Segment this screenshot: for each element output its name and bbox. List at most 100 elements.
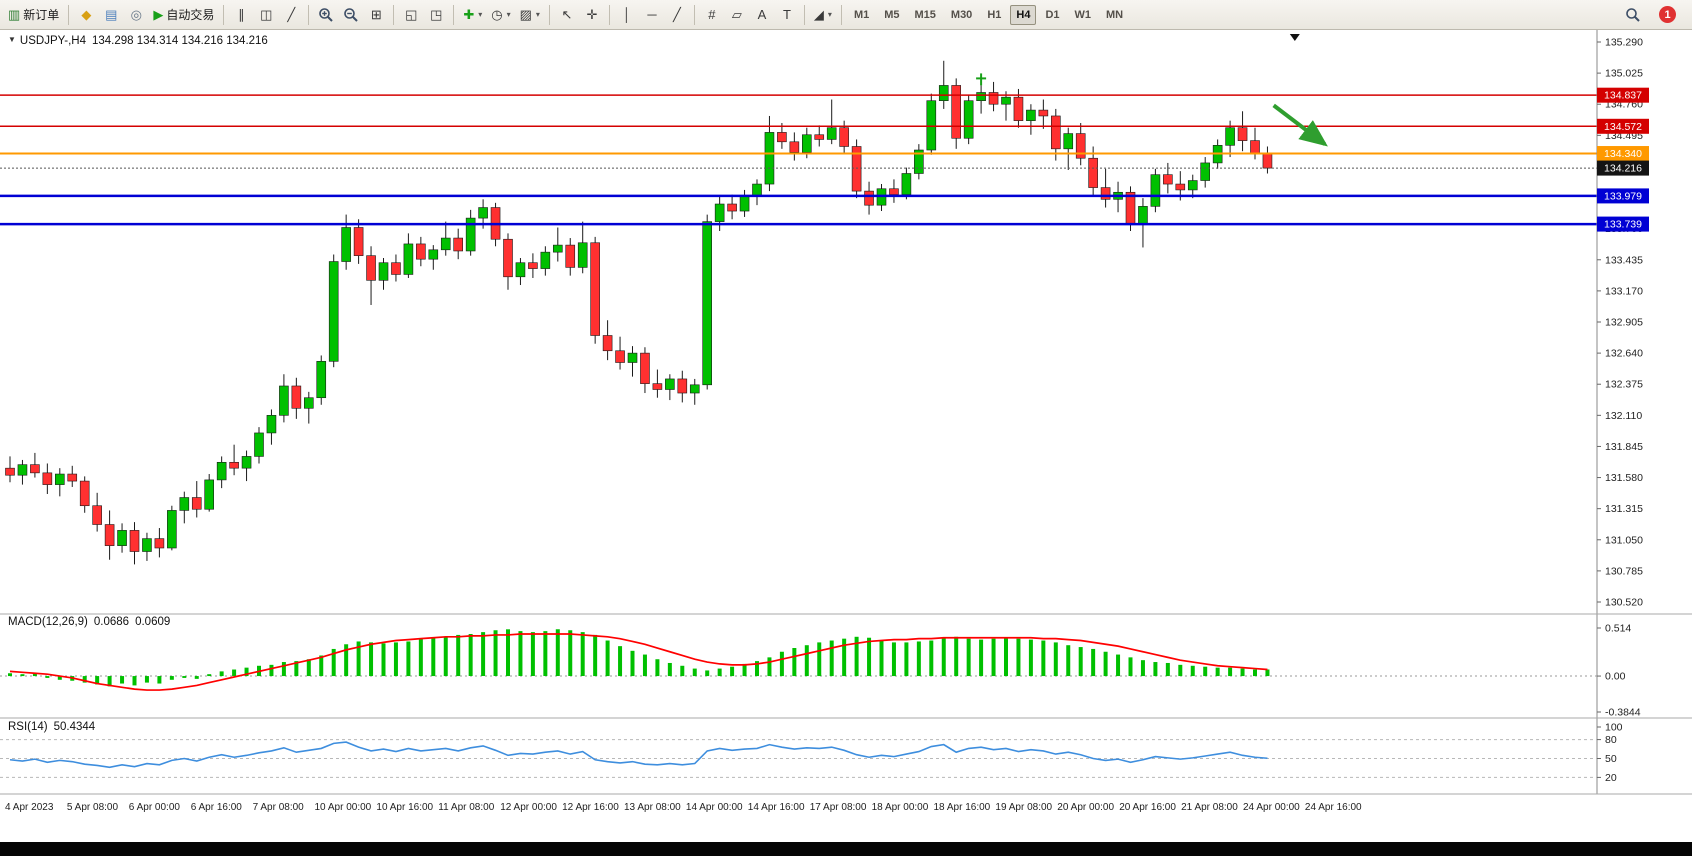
candle bbox=[826, 127, 837, 140]
notification-badge[interactable]: 1 bbox=[1659, 6, 1676, 23]
cursor-icon[interactable]: ↖ bbox=[555, 3, 579, 27]
zoom-out-button[interactable] bbox=[339, 3, 363, 27]
timeframe-w1-button[interactable]: W1 bbox=[1069, 5, 1098, 25]
timeframe-m5-button[interactable]: M5 bbox=[878, 5, 905, 25]
candle bbox=[665, 378, 675, 390]
collapse-chart-icon[interactable]: ▼ bbox=[8, 35, 16, 44]
candle bbox=[1150, 174, 1161, 207]
shapes-button[interactable]: ◢ ▾ bbox=[810, 3, 836, 27]
candle bbox=[851, 146, 862, 192]
candle bbox=[1225, 127, 1235, 146]
rsi-axis-tick: 80 bbox=[1605, 734, 1617, 746]
zoom-in-button[interactable] bbox=[314, 3, 338, 27]
line-chart-icon[interactable]: ╱ bbox=[279, 3, 303, 27]
candle bbox=[167, 510, 177, 549]
horizontal-line-icon[interactable]: ─ bbox=[640, 3, 664, 27]
indicators-button[interactable]: ✚ ▾ bbox=[459, 3, 486, 27]
timeframe-mn-button[interactable]: MN bbox=[1100, 5, 1129, 25]
time-axis-label: 20 Apr 16:00 bbox=[1119, 802, 1176, 813]
time-axis-label: 18 Apr 00:00 bbox=[872, 802, 929, 813]
price-level-badge: 134.572 bbox=[1597, 118, 1649, 134]
candle bbox=[117, 530, 127, 546]
search-icon[interactable] bbox=[1617, 2, 1649, 28]
svg-text:134.216: 134.216 bbox=[1604, 163, 1642, 175]
macd-axis-tick: 0.514 bbox=[1605, 623, 1631, 635]
autotrade-button[interactable]: ▶ 自动交易 bbox=[149, 3, 218, 27]
candle bbox=[241, 456, 252, 469]
candle bbox=[789, 141, 800, 153]
time-axis-label: 19 Apr 08:00 bbox=[995, 802, 1052, 813]
candle bbox=[204, 479, 214, 510]
arrange-windows-icon[interactable]: ◱ bbox=[399, 3, 423, 27]
chart-background bbox=[0, 30, 1692, 842]
channel-icon[interactable]: ▱ bbox=[725, 3, 749, 27]
candle bbox=[1138, 206, 1148, 225]
timeframe-m30-button[interactable]: M30 bbox=[945, 5, 978, 25]
macd-signal-value: 0.0609 bbox=[135, 616, 171, 628]
candle bbox=[1187, 180, 1198, 191]
timeframe-m1-button[interactable]: M1 bbox=[848, 5, 875, 25]
mailbox-icon[interactable]: ▤ bbox=[99, 3, 123, 27]
periods-button[interactable]: ◷ ▾ bbox=[487, 3, 514, 27]
candlestick-chart-icon[interactable]: ◫ bbox=[254, 3, 278, 27]
fibonacci-icon[interactable]: # bbox=[700, 3, 724, 27]
candle bbox=[30, 464, 40, 474]
ohlc-values: 134.298 134.314 134.216 134.216 bbox=[91, 35, 268, 47]
candle bbox=[67, 473, 78, 482]
annotation-arrow[interactable] bbox=[1272, 103, 1328, 147]
candle bbox=[976, 92, 986, 102]
candle bbox=[1163, 174, 1173, 185]
candle bbox=[627, 352, 638, 363]
time-axis-label: 11 Apr 08:00 bbox=[438, 802, 494, 813]
time-axis-label: 20 Apr 00:00 bbox=[1057, 802, 1114, 813]
candle bbox=[54, 473, 65, 485]
time-axis-label: 10 Apr 00:00 bbox=[315, 802, 372, 813]
help-icon[interactable]: ◎ bbox=[124, 3, 148, 27]
time-axis-label: 6 Apr 16:00 bbox=[191, 802, 243, 813]
vertical-line-icon[interactable]: │ bbox=[615, 3, 639, 27]
time-axis-label: 5 Apr 08:00 bbox=[67, 802, 119, 813]
toolbar: ▥ 新订单 ◆ ▤ ◎ ▶ 自动交易 ∥ ◫ ╱ ⊞ ◱ ◳ ✚ ▾ ◷ ▾ ▨ ▾ ↖ ✛ │ ─ ╱ # ▱ A T ◢ ▾ M1 M5 M… bbox=[0, 0, 1692, 30]
tile-windows-icon[interactable]: ⊞ bbox=[364, 3, 388, 27]
candle bbox=[1200, 162, 1210, 181]
candle bbox=[590, 242, 600, 336]
cascade-windows-icon[interactable]: ◳ bbox=[424, 3, 448, 27]
new-order-button[interactable]: ▥ 新订单 bbox=[4, 3, 63, 27]
svg-text:134.572: 134.572 bbox=[1604, 121, 1642, 133]
label-icon[interactable]: T bbox=[775, 3, 799, 27]
trendline-icon[interactable]: ╱ bbox=[665, 3, 689, 27]
toolbar-right: 1 bbox=[1617, 2, 1688, 28]
price-chart-canvas[interactable]: 135.290135.025134.760134.495134.230133.9… bbox=[0, 30, 1692, 842]
crosshair-icon[interactable]: ✛ bbox=[580, 3, 604, 27]
svg-text:133.979: 133.979 bbox=[1604, 190, 1642, 202]
time-axis-label: 18 Apr 16:00 bbox=[934, 802, 991, 813]
candle bbox=[1262, 153, 1273, 169]
toolbar-separator bbox=[693, 4, 695, 25]
candle bbox=[279, 385, 289, 416]
timeframe-h1-button[interactable]: H1 bbox=[981, 5, 1007, 25]
candle bbox=[926, 100, 937, 151]
time-axis-label: 24 Apr 00:00 bbox=[1243, 802, 1300, 813]
timeframe-h4-button[interactable]: H4 bbox=[1010, 4, 1037, 25]
candle bbox=[1175, 183, 1186, 191]
timeframe-m15-button[interactable]: M15 bbox=[909, 5, 942, 25]
timeframe-d1-button[interactable]: D1 bbox=[1039, 5, 1065, 25]
toolbar-separator bbox=[840, 4, 842, 25]
candle bbox=[1001, 96, 1011, 105]
candle bbox=[453, 237, 464, 252]
plus-marker[interactable] bbox=[976, 73, 987, 86]
text-icon[interactable]: A bbox=[750, 3, 774, 27]
alerts-icon[interactable]: ◆ bbox=[74, 3, 98, 27]
templates-button[interactable]: ▨ ▾ bbox=[516, 3, 544, 27]
chart-shift-marker[interactable] bbox=[1289, 34, 1300, 41]
chart-window[interactable]: 135.290135.025134.760134.495134.230133.9… bbox=[0, 30, 1692, 842]
symbol-period-label: USDJPY-,H4 bbox=[19, 35, 86, 47]
rsi-line bbox=[9, 741, 1268, 769]
toolbar-separator bbox=[308, 4, 310, 25]
candle bbox=[303, 397, 314, 409]
bar-chart-icon[interactable]: ∥ bbox=[229, 3, 253, 27]
candle bbox=[565, 244, 576, 268]
svg-text:134.340: 134.340 bbox=[1604, 148, 1642, 160]
chevron-down-icon: ▾ bbox=[827, 10, 832, 19]
